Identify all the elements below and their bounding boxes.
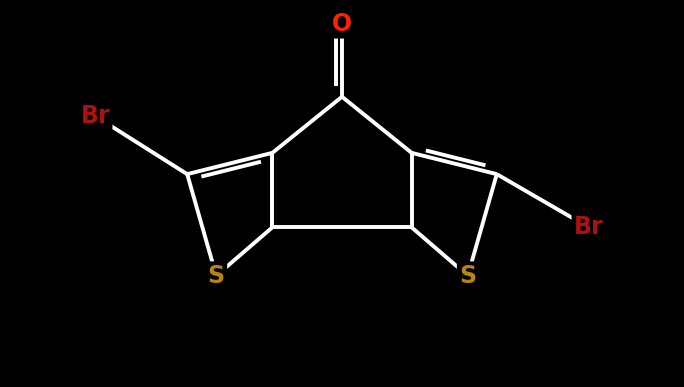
Text: O: O bbox=[332, 12, 352, 36]
Text: S: S bbox=[208, 264, 225, 288]
Text: Br: Br bbox=[574, 215, 603, 240]
Text: S: S bbox=[459, 264, 476, 288]
Text: Br: Br bbox=[81, 104, 110, 128]
